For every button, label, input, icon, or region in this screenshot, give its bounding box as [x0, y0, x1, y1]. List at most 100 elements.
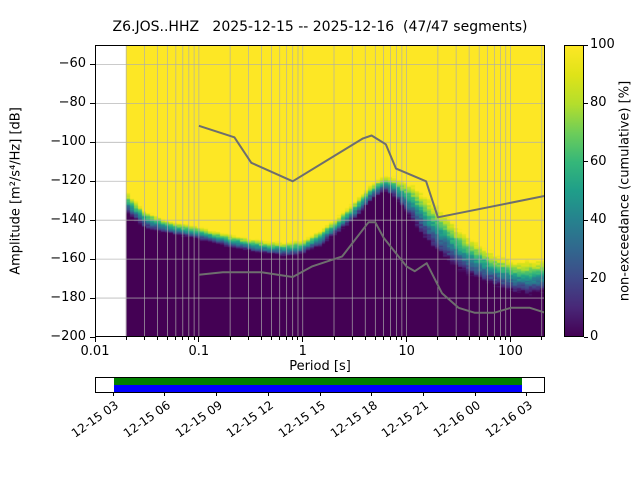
x-tick-mark — [94, 337, 96, 342]
x-minor-tick-mark — [499, 337, 501, 340]
x-minor-tick-mark — [505, 337, 507, 340]
x-minor-tick-mark — [364, 337, 366, 340]
timeline-date-label: 12-15 18 — [327, 398, 380, 441]
timeline-date-label: 12-15 06 — [120, 398, 173, 441]
y-tick-label: −140 — [50, 212, 86, 228]
colorbar-tick-mark — [584, 336, 588, 338]
y-tick-mark — [90, 102, 95, 104]
y-tick-label: −180 — [50, 290, 86, 306]
x-tick-mark — [406, 337, 408, 342]
timeline-date-label: 12-15 09 — [172, 398, 225, 441]
colorbar-tick-mark — [584, 161, 588, 163]
timeline-tick-mark — [267, 393, 269, 396]
x-minor-tick-mark — [125, 337, 127, 340]
x-tick-label: 10 — [398, 344, 415, 359]
timeline-tick-mark — [216, 393, 218, 396]
x-minor-tick-mark — [455, 337, 457, 340]
plot-area — [95, 45, 545, 337]
x-minor-tick-mark — [468, 337, 470, 340]
x-tick-mark — [302, 337, 304, 342]
timeline-date-label: 12-15 03 — [69, 398, 122, 441]
y-tick-mark — [90, 336, 95, 338]
plot-overlay — [95, 45, 545, 337]
noise-model-nlnm-line — [198, 221, 545, 314]
x-tick-label: 1 — [298, 344, 307, 359]
x-tick-mark — [509, 337, 511, 342]
y-axis-label: Amplitude [m²/s⁴/Hz] [dB] — [8, 107, 24, 275]
x-minor-tick-mark — [270, 337, 272, 340]
x-minor-tick-mark — [193, 337, 195, 340]
colorbar-tick-mark — [584, 278, 588, 280]
y-tick-label: −80 — [58, 95, 86, 111]
x-minor-tick-mark — [175, 337, 177, 340]
x-axis-label: Period [s] — [289, 359, 351, 374]
x-minor-tick-mark — [333, 337, 335, 340]
y-tick-mark — [90, 297, 95, 299]
x-minor-tick-mark — [390, 337, 391, 340]
x-minor-tick-mark — [541, 337, 543, 340]
plot-frame — [95, 45, 545, 337]
timeline-tick-mark — [164, 393, 166, 396]
y-tick-label: −100 — [50, 134, 86, 150]
x-minor-tick-mark — [292, 337, 294, 340]
y-tick-mark — [90, 63, 95, 65]
x-tick-mark — [198, 337, 200, 342]
coverage-bar — [95, 377, 545, 393]
x-minor-tick-mark — [486, 337, 488, 340]
x-minor-tick-mark — [374, 337, 376, 340]
ppsd-heatmap-canvas — [95, 45, 545, 337]
colorbar-tick-label: 80 — [590, 95, 607, 111]
timeline-tick-mark — [526, 393, 528, 396]
x-minor-tick-mark — [229, 337, 231, 340]
x-minor-tick-mark — [396, 337, 398, 340]
y-tick-mark — [90, 219, 95, 221]
colorbar-tick-label: 0 — [590, 329, 599, 344]
x-minor-tick-mark — [188, 337, 190, 340]
timeline-tick-mark — [474, 393, 476, 396]
colorbar — [564, 45, 584, 337]
timeline-date-label: 12-16 00 — [430, 398, 484, 441]
colorbar-tick-label: 100 — [590, 37, 615, 52]
x-minor-tick-mark — [286, 337, 288, 340]
x-minor-tick-mark — [383, 337, 385, 340]
coverage-used-fill — [113, 378, 523, 385]
x-tick-label: 0.1 — [188, 344, 210, 359]
colorbar-tick-label: 40 — [590, 212, 607, 228]
x-minor-tick-mark — [260, 337, 262, 340]
timeline-date-label: 12-15 12 — [224, 398, 277, 441]
x-minor-tick-mark — [297, 337, 299, 340]
y-tick-label: −160 — [50, 251, 86, 267]
noise-model-nhnm-line — [198, 124, 545, 219]
timeline-tick-mark — [422, 393, 424, 396]
x-minor-tick-mark — [493, 337, 495, 340]
x-minor-tick-mark — [478, 337, 480, 340]
x-minor-tick-mark — [144, 337, 146, 340]
timeline-date-label: 12-16 03 — [482, 398, 535, 441]
colorbar-tick-mark — [584, 44, 588, 46]
y-tick-label: −60 — [58, 56, 86, 72]
colorbar-tick-label: 20 — [590, 270, 607, 286]
x-tick-label: 0.01 — [80, 344, 110, 359]
y-tick-label: −200 — [50, 329, 86, 344]
timeline-date-label: 12-15 15 — [275, 398, 329, 441]
plot-title: Z6.JOS..HHZ 2025-12-15 -- 2025-12-16 (47… — [112, 19, 528, 35]
y-tick-mark — [90, 141, 95, 143]
x-minor-tick-mark — [351, 337, 353, 340]
x-minor-tick-mark — [182, 337, 184, 340]
y-tick-label: −120 — [50, 173, 86, 189]
colorbar-label: non-exceedance (cumulative) [%] — [617, 80, 633, 302]
timeline-tick-mark — [319, 393, 321, 396]
timeline-tick-mark — [112, 393, 114, 396]
x-tick-label: 100 — [498, 344, 523, 359]
x-minor-tick-mark — [167, 337, 169, 340]
colorbar-tick-mark — [584, 102, 588, 104]
x-minor-tick-mark — [157, 337, 159, 340]
y-tick-mark — [90, 258, 95, 260]
timeline-tick-mark — [371, 393, 373, 396]
x-minor-tick-mark — [401, 337, 403, 340]
colorbar-tick-mark — [584, 219, 588, 221]
x-minor-tick-mark — [437, 337, 439, 340]
x-minor-tick-mark — [247, 337, 249, 340]
y-tick-mark — [90, 180, 95, 182]
